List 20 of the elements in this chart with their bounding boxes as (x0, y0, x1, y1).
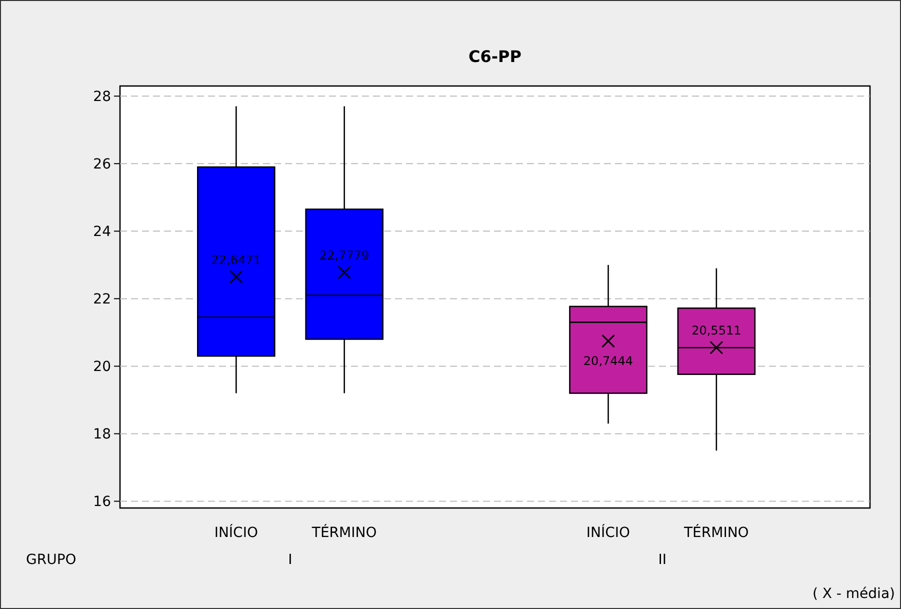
text: 22,6471 (211, 252, 261, 267)
y-tick-label: 24 (93, 224, 112, 240)
text: II (658, 552, 666, 568)
y-tick-label: 18 (93, 426, 111, 443)
x-tick-label: INÍCIO (586, 524, 630, 541)
text: 22,7779 (320, 248, 370, 262)
chart-title: C6-PP (468, 47, 522, 66)
text: I (288, 552, 292, 568)
y-tick-label: 22 (93, 292, 111, 308)
x-axis-title: GRUPO (26, 552, 76, 568)
text: 20,7444 (583, 354, 634, 368)
y-tick-label: 20 (93, 359, 111, 376)
x-tick-label: TÉRMINO (682, 524, 749, 541)
text: 20,5511 (692, 324, 742, 338)
y-tick-label: 16 (93, 494, 112, 510)
y-tick-label: 28 (93, 89, 111, 106)
text: ( X - média) (812, 586, 895, 602)
x-tick-label: TÉRMINO (310, 524, 377, 541)
y-tick-label: 26 (93, 156, 112, 173)
x-tick-label: INÍCIO (214, 524, 258, 541)
